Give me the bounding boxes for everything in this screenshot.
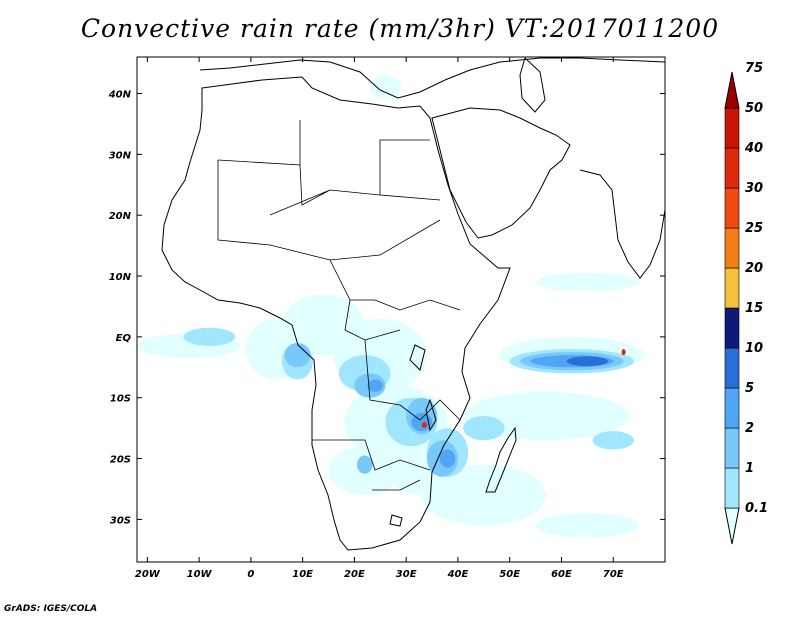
lon-tick-label: 60E: [551, 569, 572, 580]
colorbar-label: 5: [745, 381, 754, 396]
rain-cell: [284, 342, 311, 368]
lat-tick-label: EQ: [116, 333, 132, 344]
colorbar-segment: [724, 267, 740, 309]
rain-cell: [621, 349, 626, 356]
rain-cell: [421, 464, 546, 526]
rain-cell: [357, 455, 373, 474]
coastlines: [161, 57, 665, 551]
lat-tick-label: 30S: [110, 515, 131, 526]
lon-tick-label: 20E: [344, 569, 365, 580]
longitude-axis: 20W 10W 0 10E 20E 30E 40E 50E 60E 70E: [135, 57, 624, 580]
arabia-coastline: [431, 107, 571, 239]
rain-cell: [592, 431, 634, 450]
map-frame: [136, 56, 666, 563]
lon-tick-label: 70E: [603, 569, 624, 580]
colorbar-label: 0.1: [745, 501, 768, 516]
lon-tick-label: 30E: [396, 569, 417, 580]
lon-tick-label: 40E: [447, 569, 469, 580]
lat-tick-label: 20S: [110, 455, 131, 466]
lon-tick-label: 50E: [499, 569, 520, 580]
rain-cell: [369, 75, 401, 100]
colorbar-segment: [724, 227, 740, 269]
colorbar-label: 25: [745, 221, 763, 236]
colorbar-segment: [724, 71, 740, 109]
colorbar-segment: [724, 187, 740, 229]
colorbar-segment: [724, 427, 740, 469]
india-coastline: [579, 169, 665, 279]
colorbar-segment: [724, 347, 740, 389]
rain-cell: [566, 356, 609, 367]
africa-coastline: [161, 76, 511, 551]
colorbar-label: 2: [745, 421, 754, 436]
lakes: [389, 344, 437, 527]
latitude-axis: 40N 30N 20N 10N EQ 10S 20S 30S: [108, 90, 665, 526]
colorbar-label: 30: [745, 181, 763, 196]
rain-cell: [535, 272, 640, 292]
rain-cell: [463, 415, 505, 441]
colorbar-segment: [724, 307, 740, 349]
colorbar-segment: [724, 387, 740, 429]
colorbar-segment: [724, 107, 740, 149]
lat-tick-label: 20N: [109, 211, 132, 222]
colorbar-segment: [724, 147, 740, 189]
rain-cell: [183, 327, 236, 347]
colorbar-segment: [724, 507, 740, 545]
lat-tick-label: 30N: [109, 150, 132, 161]
caspian-coastline: [519, 57, 546, 113]
borders: [217, 120, 461, 491]
colorbar-label: 20: [745, 261, 763, 276]
lat-tick-label: 10S: [110, 394, 131, 405]
grads-credit: GrADS: IGES/COLA: [4, 604, 98, 614]
colorbar-label: 15: [745, 301, 763, 316]
rain-field: [137, 75, 645, 538]
colorbar-label: 1: [745, 461, 754, 476]
colorbar-segment: [724, 467, 740, 509]
lon-tick-label: 10W: [187, 569, 213, 580]
rain-cell: [367, 379, 383, 392]
lon-tick-label: 10E: [292, 569, 313, 580]
colorbar-label: 40: [744, 141, 763, 156]
europe-coastline: [199, 57, 665, 99]
rain-cell: [535, 513, 640, 538]
map-title: Convective rain rate (mm/3hr) VT:2017011…: [80, 14, 720, 43]
colorbar-label: 75: [745, 61, 763, 76]
lat-tick-label: 10N: [109, 272, 132, 283]
colorbar-label: 50: [745, 101, 763, 116]
lon-tick-label: 0: [247, 569, 254, 580]
rain-cell: [421, 422, 427, 429]
lon-tick-label: 20W: [135, 569, 161, 580]
rain-cell: [439, 449, 456, 468]
madagascar-coastline: [485, 426, 517, 493]
colorbar-label: 10: [745, 341, 763, 356]
lat-tick-label: 40N: [108, 90, 132, 101]
